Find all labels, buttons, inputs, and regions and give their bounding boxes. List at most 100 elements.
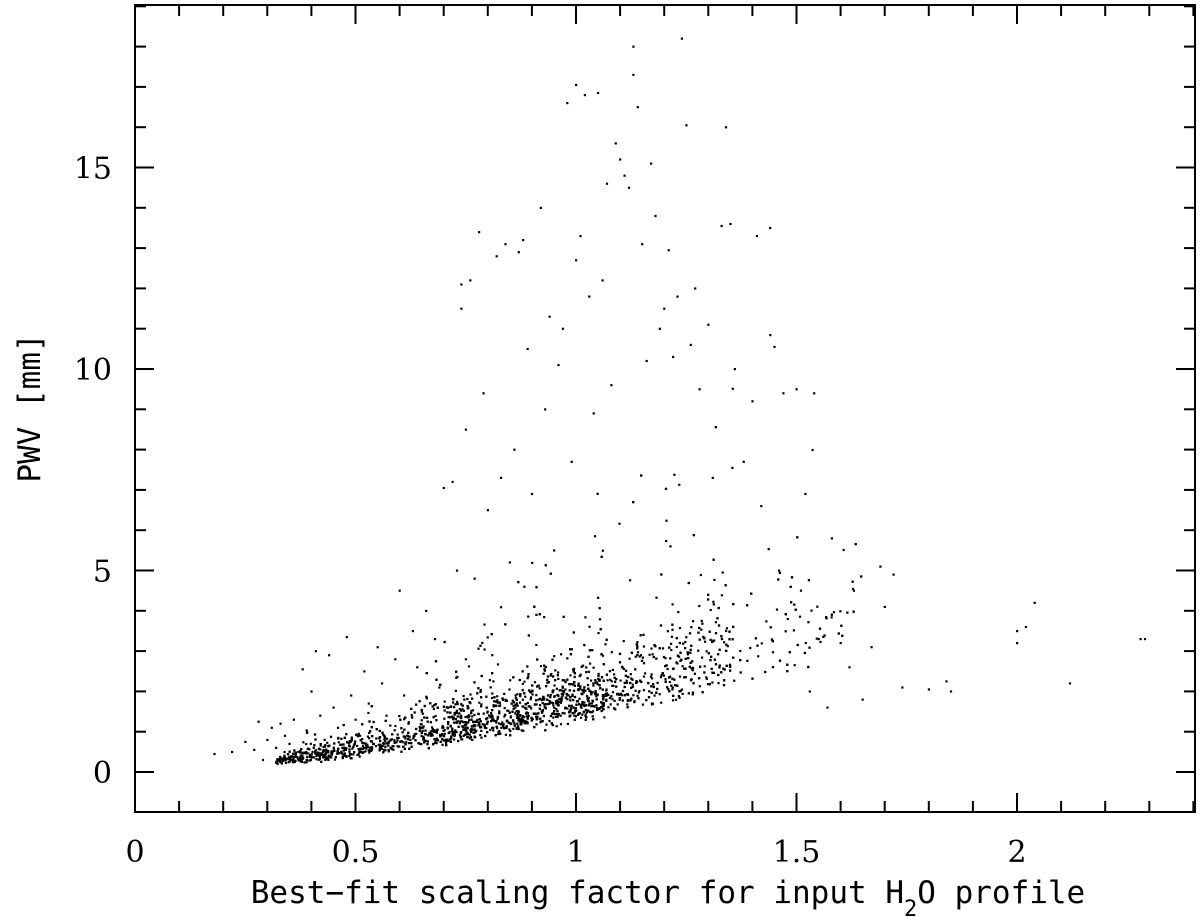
- data-point: [720, 594, 723, 597]
- data-point: [450, 735, 453, 738]
- data-point: [731, 466, 734, 469]
- data-point: [618, 698, 621, 701]
- data-point: [592, 412, 595, 415]
- data-point: [492, 719, 495, 722]
- data-point: [572, 706, 575, 709]
- data-point: [549, 674, 552, 677]
- data-point: [410, 742, 413, 745]
- data-point: [305, 752, 308, 755]
- data-point: [602, 702, 605, 705]
- data-point: [426, 716, 429, 719]
- data-point: [530, 492, 534, 496]
- data-point: [662, 655, 665, 659]
- data-point: [500, 723, 503, 726]
- data-point: [568, 711, 571, 714]
- data-point: [839, 610, 842, 613]
- data-point: [463, 733, 467, 736]
- data-point: [712, 671, 716, 674]
- data-point: [525, 707, 528, 710]
- data-point: [773, 345, 776, 348]
- data-point: [927, 688, 930, 691]
- data-point: [292, 760, 295, 763]
- data-point: [345, 733, 348, 736]
- data-point: [358, 750, 361, 753]
- data-point: [302, 741, 305, 744]
- data-point: [337, 747, 340, 750]
- data-point: [512, 720, 515, 723]
- data-point: [717, 673, 720, 677]
- data-point: [473, 728, 476, 731]
- data-point: [632, 694, 635, 697]
- data-point: [494, 734, 497, 737]
- data-point: [553, 695, 556, 698]
- data-point: [464, 428, 467, 431]
- data-point: [634, 668, 637, 671]
- data-point: [312, 746, 315, 749]
- data-point: [483, 724, 486, 727]
- data-point: [613, 676, 616, 679]
- data-point: [524, 721, 528, 724]
- data-point: [339, 743, 342, 746]
- data-point: [502, 725, 505, 728]
- data-point: [658, 647, 661, 650]
- data-point: [342, 743, 345, 746]
- data-point: [466, 733, 469, 736]
- data-point: [561, 689, 564, 692]
- data-point: [815, 637, 818, 640]
- data-point: [597, 677, 600, 680]
- data-point: [433, 738, 436, 741]
- data-point: [486, 710, 489, 713]
- data-point: [446, 711, 449, 714]
- data-point: [501, 697, 504, 700]
- data-point: [573, 711, 576, 714]
- data-point: [535, 699, 538, 702]
- data-point: [578, 674, 581, 678]
- data-point: [667, 249, 670, 252]
- data-point: [650, 162, 653, 165]
- data-point: [289, 760, 292, 763]
- data-point: [470, 730, 473, 733]
- data-point: [425, 609, 428, 612]
- data-point: [465, 733, 468, 736]
- data-point: [298, 758, 301, 761]
- data-point: [340, 750, 343, 753]
- data-point: [634, 689, 637, 692]
- data-point: [550, 673, 553, 676]
- data-point: [605, 694, 608, 697]
- data-point: [680, 37, 683, 40]
- data-point: [385, 742, 388, 745]
- data-point: [660, 701, 663, 704]
- data-point: [769, 626, 772, 629]
- data-point: [556, 674, 559, 677]
- data-point: [449, 724, 452, 727]
- data-point: [592, 718, 595, 721]
- data-point: [573, 714, 576, 717]
- data-point: [561, 686, 564, 689]
- data-point: [639, 634, 642, 637]
- data-point: [690, 644, 693, 647]
- data-point: [419, 727, 422, 730]
- data-point: [517, 727, 520, 731]
- data-point: [692, 682, 695, 685]
- data-point: [492, 680, 495, 683]
- data-point: [380, 747, 383, 750]
- data-point: [1143, 638, 1147, 641]
- data-point: [461, 738, 464, 741]
- data-point: [514, 703, 517, 707]
- data-point: [410, 714, 413, 717]
- data-point: [725, 643, 728, 646]
- data-point: [517, 581, 520, 584]
- data-point: [348, 754, 351, 757]
- data-point: [652, 685, 655, 689]
- data-point: [279, 755, 282, 759]
- data-point: [725, 664, 728, 667]
- data-point: [683, 676, 686, 679]
- data-point: [461, 726, 464, 729]
- data-point: [330, 750, 333, 753]
- data-point: [571, 694, 574, 697]
- data-point: [517, 710, 520, 713]
- data-point: [503, 715, 506, 718]
- data-point: [305, 729, 308, 732]
- data-point: [569, 648, 572, 651]
- data-point: [605, 689, 608, 692]
